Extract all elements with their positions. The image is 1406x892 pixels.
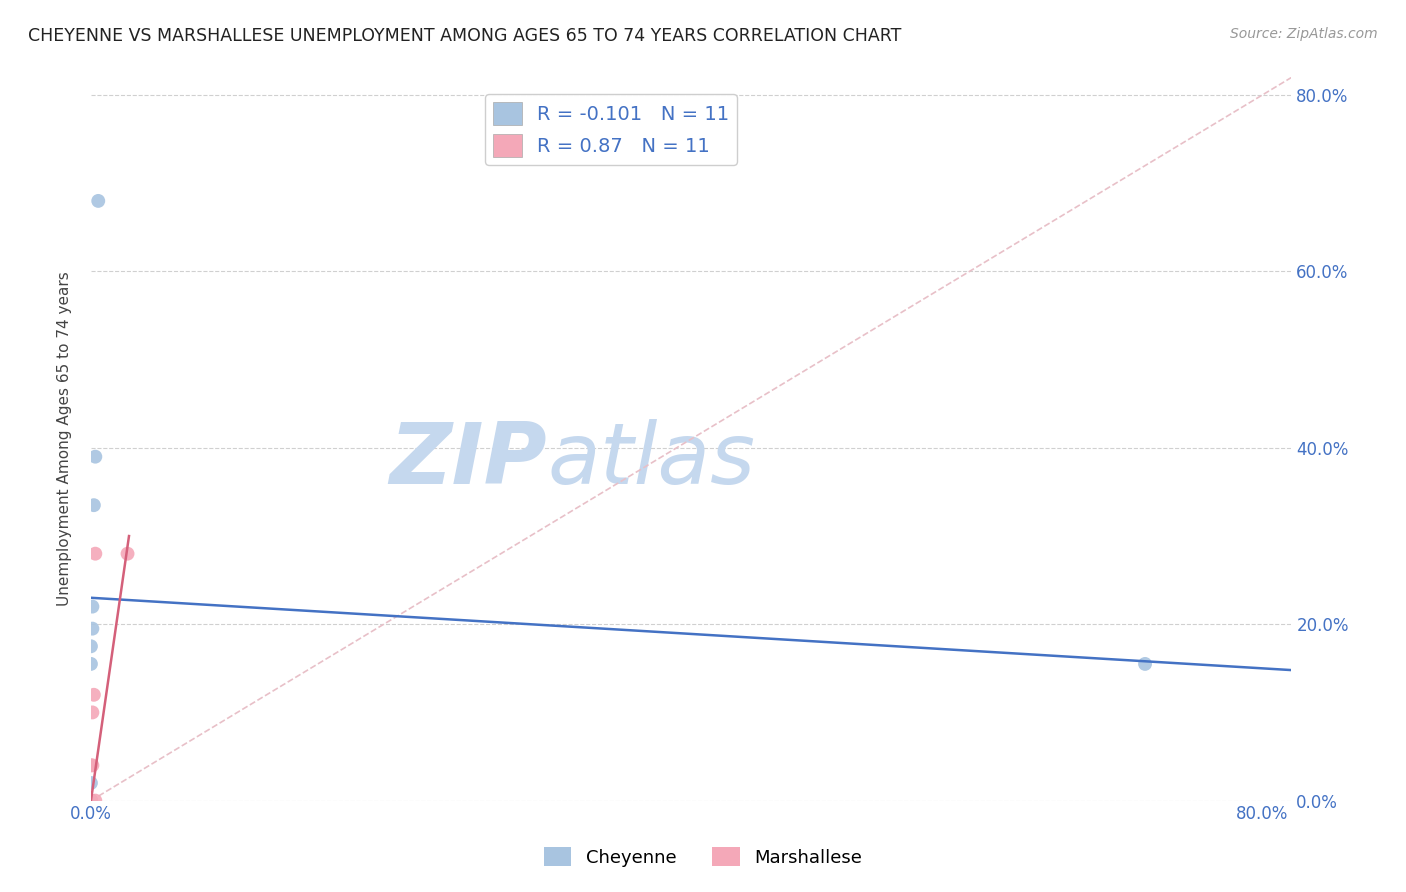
Text: CHEYENNE VS MARSHALLESE UNEMPLOYMENT AMONG AGES 65 TO 74 YEARS CORRELATION CHART: CHEYENNE VS MARSHALLESE UNEMPLOYMENT AMO… [28,27,901,45]
Point [82,758,104,772]
Y-axis label: Unemployment Among Ages 65 to 74 years: Unemployment Among Ages 65 to 74 years [58,272,72,607]
Point [80,794,103,808]
Point [80,640,103,654]
Point [80,794,103,808]
Point [84,547,107,561]
Point [84,794,107,808]
Legend: Cheyenne, Marshallese: Cheyenne, Marshallese [537,840,869,874]
Point [82,599,104,614]
Point [1133,657,1156,671]
Point [80,776,103,790]
Point [80,794,103,808]
Point [117,547,139,561]
Legend: R = -0.101   N = 11, R = 0.87   N = 11: R = -0.101 N = 11, R = 0.87 N = 11 [485,95,737,165]
Point [84,450,107,464]
Point [80,794,103,808]
Point [82,622,104,636]
Text: Source: ZipAtlas.com: Source: ZipAtlas.com [1230,27,1378,41]
Point [80,794,103,808]
Point [80,758,103,772]
Text: ZIP: ZIP [389,419,547,502]
Text: atlas: atlas [547,419,755,502]
Point [83,498,105,512]
Point [82,706,104,720]
Point [87,194,110,208]
Point [80,657,103,671]
Point [83,688,105,702]
Point [80,794,103,808]
